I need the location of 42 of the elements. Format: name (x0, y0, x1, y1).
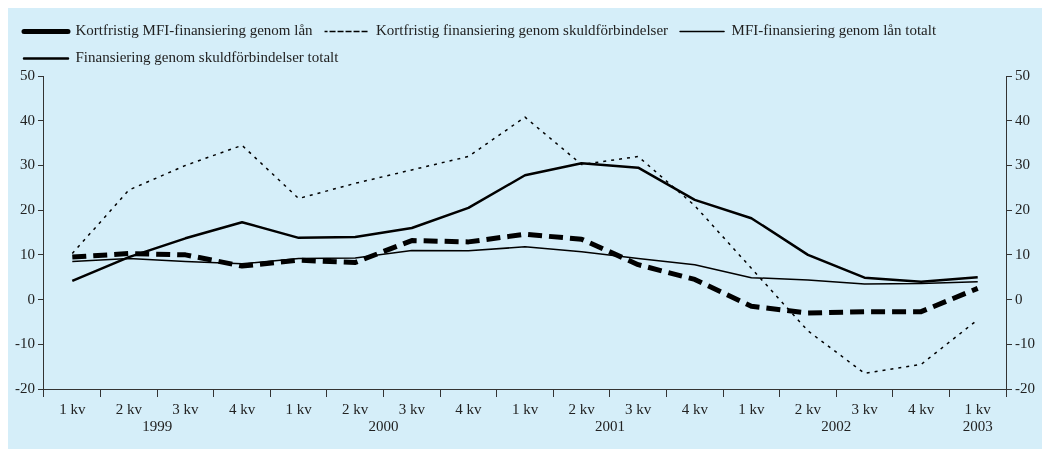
y2-tick-label: 0 (1015, 290, 1023, 307)
y-tick-label: 50 (20, 66, 35, 83)
text: 2002 (821, 417, 852, 434)
x-tick-label: 1 kv (59, 400, 86, 417)
x-tick-label: 3 kv (625, 400, 652, 417)
x-tick-label: 1 kv (964, 400, 992, 417)
y2-tick-label: 10 (1015, 245, 1030, 262)
legend-label: Kortfristig finansiering genom skuldförbindelser (376, 22, 669, 39)
x-tick-label: 4 kv (228, 400, 256, 417)
y-tick-label: 0 (27, 290, 35, 307)
x-tick-label: 3 kv (172, 400, 200, 417)
x-tick-label: 2 kv (342, 400, 369, 417)
y-tick-label: 10 (20, 245, 35, 262)
x-tick-label: 4 kv (908, 400, 935, 417)
x-tick-label: 2 kv (568, 400, 596, 417)
y-tick-label: 30 (20, 156, 35, 173)
text: 1999 (142, 417, 173, 434)
x-tick-label: 3 kv (398, 400, 426, 417)
y-tick-label: -20 (15, 379, 35, 396)
y-tick-label: 40 (20, 111, 35, 128)
x-tick-label: 1 kv (738, 400, 765, 417)
y2-tick-label: 20 (1015, 201, 1030, 218)
legend-label: Finansiering genom skuldförbindelser totalt (75, 49, 340, 66)
x-tick-label: 4 kv (681, 400, 709, 417)
x-tick-label: 2 kv (115, 400, 143, 417)
text: 2001 (594, 417, 625, 434)
y2-tick-label: 30 (1015, 156, 1030, 173)
x-tick-label: 2 kv (794, 400, 822, 417)
y-tick-label: -10 (15, 335, 35, 352)
text: 2000 (368, 417, 399, 434)
text: 2003 (962, 417, 993, 434)
y2-tick-label: 50 (1015, 66, 1030, 83)
legend-label: MFI-finansiering genom lån totalt (731, 22, 937, 39)
y2-tick-label: -20 (1015, 379, 1035, 396)
x-tick-label: 1 kv (511, 400, 539, 417)
x-tick-label: 1 kv (285, 400, 313, 417)
x-tick-label: 4 kv (455, 400, 483, 417)
x-tick-label: 3 kv (851, 400, 879, 417)
legend-label: Kortfristig MFI-finansiering genom lån (75, 22, 314, 39)
y2-tick-label: -10 (1015, 335, 1035, 352)
y2-tick-label: 40 (1015, 111, 1030, 128)
y-tick-label: 20 (20, 201, 35, 218)
